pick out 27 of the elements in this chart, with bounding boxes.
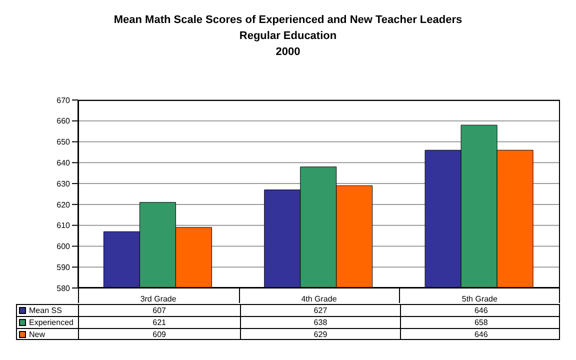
data-label: 607 — [152, 305, 167, 316]
chart-title: Mean Math Scale Scores of Experienced and New Teacher Leaders — [112, 13, 464, 28]
legend-label: Mean SS — [29, 306, 62, 315]
legend-label: New — [29, 330, 46, 339]
data-label: 638 — [240, 317, 400, 328]
legend-label: Experienced — [29, 318, 74, 327]
y-tick-label: 650 — [56, 138, 71, 147]
x-tick-label: 5th Grade — [462, 294, 498, 304]
y-tick-label: 620 — [56, 200, 71, 210]
y-tick-label: 660 — [56, 116, 71, 126]
data-label: 621 — [152, 317, 167, 328]
data-label: 658 — [400, 317, 561, 328]
y-tick-label: 580 — [56, 284, 71, 293]
y-tick-label: 670 — [56, 96, 71, 105]
y-tick-label: 640 — [56, 158, 71, 168]
y-tick-label: 610 — [56, 221, 71, 230]
data-label: 646 — [400, 329, 561, 340]
x-tick-label: 3rd Grade — [140, 294, 177, 304]
x-tick-label: 4th Grade — [301, 294, 338, 304]
chart-subtitle: Regular Education 2000 — [238, 29, 338, 60]
data-label: 646 — [400, 305, 561, 316]
data-label: 609 — [152, 329, 167, 340]
y-tick-label: 630 — [56, 179, 71, 188]
data-label: 627 — [240, 305, 400, 316]
y-tick-label: 600 — [56, 242, 71, 252]
y-tick-label: 590 — [56, 262, 71, 272]
data-label: 629 — [240, 329, 400, 340]
